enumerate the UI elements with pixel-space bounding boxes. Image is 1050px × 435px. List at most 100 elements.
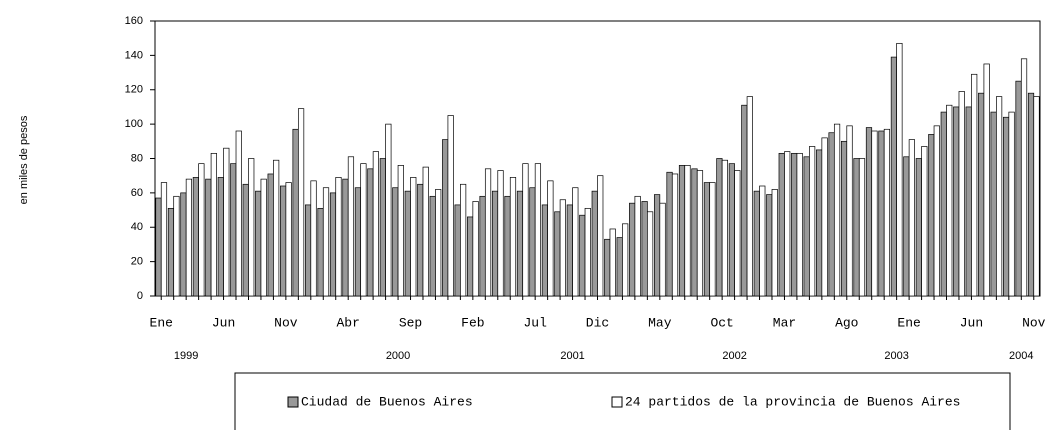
bar: [372, 151, 379, 297]
bar: [840, 140, 848, 297]
bar: [235, 130, 242, 297]
bar: [1008, 111, 1015, 297]
bar: [709, 182, 716, 297]
bar: [579, 214, 586, 297]
bar: [559, 199, 566, 297]
bar: [404, 190, 411, 297]
bar: [896, 42, 903, 297]
bar: [647, 211, 654, 297]
year-label: 2002: [722, 350, 746, 362]
bar: [629, 202, 636, 297]
bar: [728, 163, 735, 297]
bar: [828, 132, 835, 297]
bar: [205, 178, 212, 297]
bar: [996, 96, 1003, 297]
bar: [653, 194, 661, 297]
bar: [167, 207, 175, 297]
bar: [160, 182, 168, 297]
bar: [198, 163, 205, 297]
y-axis-label: en miles de pesos: [18, 115, 30, 204]
bar: [484, 168, 492, 297]
bar: [946, 104, 953, 297]
bar: [572, 187, 579, 297]
bar: [367, 168, 374, 297]
bar: [354, 187, 362, 297]
bar: [397, 165, 404, 297]
year-label: 2001: [560, 350, 584, 362]
bar: [360, 163, 367, 297]
bar: [255, 190, 262, 297]
bar: [734, 170, 741, 297]
bar: [609, 228, 616, 297]
bar: [971, 73, 978, 297]
bar: [1015, 80, 1022, 297]
bar: [791, 152, 798, 297]
y-tick-label: 60: [131, 187, 143, 199]
bar: [990, 111, 997, 297]
x-tick-label: Jun: [960, 315, 983, 330]
legend-swatch: [287, 396, 299, 408]
bar: [921, 146, 928, 297]
x-tick-label: Mar: [773, 315, 796, 330]
bar: [529, 187, 536, 297]
bar: [242, 183, 249, 297]
bar: [809, 146, 816, 297]
bar: [684, 165, 691, 297]
bar: [784, 151, 791, 297]
year-label: 2003: [884, 350, 908, 362]
x-tick-label: Abr: [337, 315, 360, 330]
bar: [435, 189, 442, 297]
bar: [965, 106, 972, 297]
bar: [591, 190, 598, 297]
bar: [417, 183, 424, 297]
x-tick-label: Oct: [710, 315, 733, 330]
bar: [217, 177, 224, 297]
bar: [329, 192, 337, 297]
bar: [460, 183, 467, 297]
bar: [322, 187, 330, 297]
bar: [554, 211, 561, 297]
bar: [584, 207, 591, 297]
bar: [497, 170, 504, 297]
x-tick-label: Dic: [586, 315, 609, 330]
bar: [766, 194, 773, 297]
x-tick-label: Ene: [897, 315, 920, 330]
bar: [297, 108, 305, 297]
bar: [671, 173, 679, 297]
bar: [746, 96, 753, 297]
bar: [379, 158, 386, 297]
bar: [504, 195, 511, 297]
x-tick-label: Ene: [150, 315, 173, 330]
bar: [721, 159, 728, 297]
bar: [185, 178, 192, 297]
bar: [821, 137, 828, 297]
bar: [703, 182, 711, 297]
bar: [310, 180, 317, 297]
bar: [753, 190, 760, 297]
bar: [230, 163, 237, 297]
bar: [223, 147, 230, 297]
bar: [696, 170, 704, 297]
bar: [347, 156, 355, 297]
bar: [210, 152, 217, 297]
x-tick-label: Jun: [212, 315, 235, 330]
bar: [534, 163, 542, 297]
bar: [933, 125, 940, 297]
y-tick-label: 100: [125, 118, 143, 130]
bar: [634, 195, 641, 297]
x-tick-label: Nov: [1022, 315, 1046, 330]
bar: [878, 130, 885, 297]
bar: [741, 104, 748, 297]
bar: [1003, 116, 1010, 297]
bar: [641, 201, 648, 297]
bar: [273, 159, 280, 297]
x-tick-label: Sep: [399, 315, 422, 330]
bar: [155, 197, 162, 297]
bar: [915, 158, 922, 297]
y-tick-label: 160: [125, 15, 143, 27]
bar: [429, 195, 436, 297]
bar: [491, 190, 499, 297]
bar: [1027, 92, 1035, 297]
bar: [678, 165, 686, 297]
bar: [953, 106, 960, 297]
